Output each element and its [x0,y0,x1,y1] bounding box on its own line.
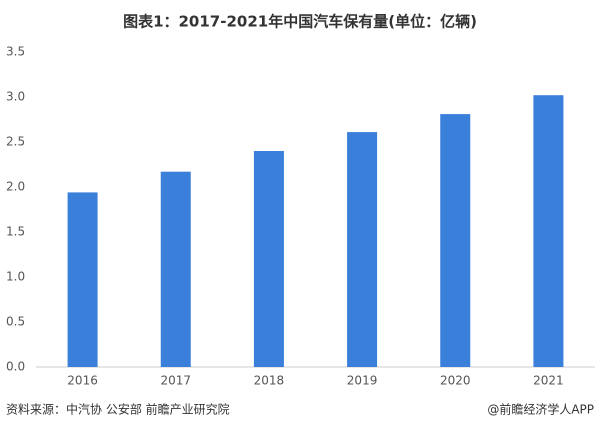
chart-title: 图表1：2017-2021年中国汽车保有量(单位：亿辆) [123,13,477,31]
y-tick-label: 2.5 [6,135,25,149]
bar [253,151,284,367]
credit: @前瞻经济学人APP [487,402,594,417]
x-tick-label: 2018 [254,374,285,388]
x-tick-label: 2019 [347,374,378,388]
x-tick-label: 2021 [533,374,564,388]
bar [347,132,378,367]
y-tick-label: 3.5 [6,45,25,59]
y-tick-label: 2.0 [6,180,25,194]
bar [533,95,564,367]
x-tick-label: 2020 [440,374,471,388]
bar [160,171,191,367]
x-tick-label: 2016 [67,374,98,388]
y-tick-label: 1.5 [6,225,25,239]
y-tick-label: 0.5 [6,315,25,329]
y-tick-label: 3.0 [6,90,25,104]
bar [440,114,471,367]
y-tick-label: 0.0 [6,360,25,374]
source-note: 资料来源：中汽协 公安部 前瞻产业研究院 [6,402,230,417]
x-tick-label: 2017 [160,374,191,388]
y-tick-label: 1.0 [6,270,25,284]
bar [67,192,98,367]
